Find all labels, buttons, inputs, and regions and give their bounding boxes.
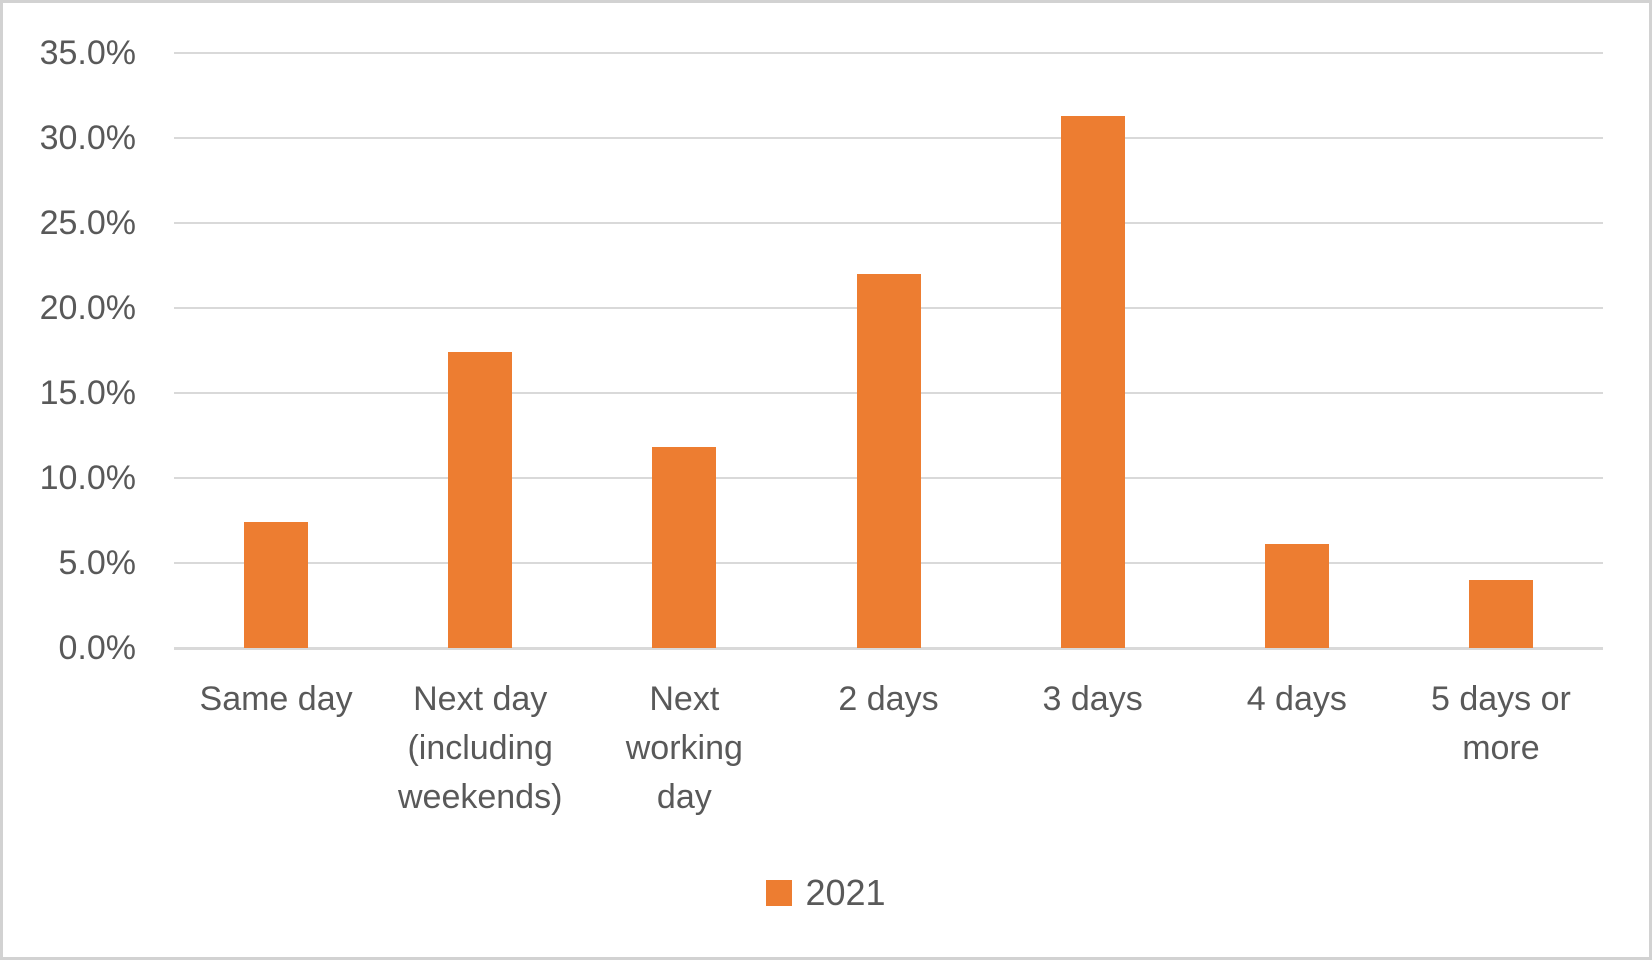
x-tick-label: 5 days or more — [1430, 680, 1571, 767]
bar — [1264, 544, 1329, 648]
gridline-35.0% — [174, 52, 1603, 54]
gridline-0.0% — [174, 647, 1603, 650]
x-tick-label: Same day — [199, 680, 353, 718]
plot-area — [174, 52, 1603, 650]
y-tick-label: 0.0% — [58, 629, 137, 667]
legend-swatch-icon — [766, 880, 793, 906]
x-tick-label: 3 days — [1042, 680, 1143, 718]
y-tick-label: 5.0% — [58, 544, 137, 582]
x-tick-label: Next working day — [625, 680, 743, 816]
y-tick-label: 35.0% — [39, 34, 136, 72]
legend-label: 2021 — [805, 872, 886, 913]
gridline-25.0% — [174, 222, 1603, 224]
legend: 2021 — [3, 867, 1649, 919]
y-tick-label: 25.0% — [39, 204, 136, 242]
bar — [448, 352, 513, 648]
y-tick-label: 15.0% — [39, 374, 136, 412]
bar — [1468, 580, 1533, 648]
bar — [856, 274, 921, 648]
x-tick-label: 2 days — [838, 680, 939, 718]
y-tick-label: 30.0% — [39, 119, 136, 157]
y-tick-label: 10.0% — [39, 459, 136, 497]
bar — [244, 522, 309, 648]
gridline-30.0% — [174, 137, 1603, 139]
bar — [1060, 115, 1125, 648]
y-tick-label: 20.0% — [39, 289, 136, 327]
x-tick-label: Next day (including weekends) — [397, 680, 563, 816]
x-tick-label: 4 days — [1246, 680, 1347, 718]
bar — [652, 447, 717, 648]
